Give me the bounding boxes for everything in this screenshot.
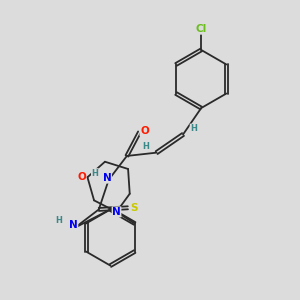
Text: S: S xyxy=(131,203,138,213)
Text: O: O xyxy=(77,172,86,182)
Text: H: H xyxy=(190,124,197,133)
Text: H: H xyxy=(55,216,62,225)
Text: N: N xyxy=(112,207,121,217)
Text: Cl: Cl xyxy=(196,24,207,34)
Text: O: O xyxy=(140,125,149,136)
Text: N: N xyxy=(69,220,78,230)
Text: H: H xyxy=(92,169,98,178)
Text: H: H xyxy=(142,142,149,151)
Text: N: N xyxy=(103,173,111,183)
